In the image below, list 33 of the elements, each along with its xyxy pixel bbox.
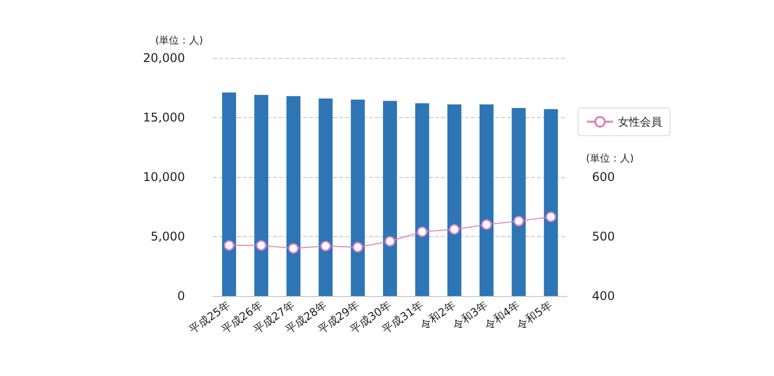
- point: [352, 242, 364, 252]
- point: [320, 240, 331, 252]
- legend-label: 女性会員: [618, 115, 662, 128]
- y-axis-title: (単位：人): [155, 34, 204, 46]
- bar: [222, 92, 236, 296]
- y2-tick-label: 500: [592, 230, 615, 244]
- y-tick-label: 15,000: [143, 110, 185, 124]
- bar: [512, 108, 526, 296]
- y-tick-label: 0: [177, 289, 185, 303]
- bar: [544, 109, 558, 296]
- y-tick-label: 5,000: [150, 230, 185, 244]
- bar: [415, 103, 430, 296]
- bar: [254, 94, 268, 296]
- bar: [318, 98, 333, 296]
- point: [384, 236, 396, 247]
- y2-tick-label: 600: [592, 170, 615, 184]
- point: [546, 212, 556, 222]
- y-tick-label: 20,000: [143, 51, 185, 65]
- point: [256, 240, 267, 251]
- y-tick-label: 10,000: [143, 170, 185, 184]
- point: [288, 243, 299, 254]
- bar: [350, 100, 365, 296]
- point: [481, 219, 492, 230]
- bar: [480, 104, 494, 296]
- point: [224, 240, 234, 251]
- bar: [286, 96, 300, 296]
- y2-tick-label: 400: [592, 289, 615, 303]
- bar: [383, 100, 397, 296]
- bar: [447, 104, 462, 296]
- point: [416, 226, 428, 237]
- point: [449, 224, 460, 235]
- y2-axis-title: (単位：人): [586, 152, 634, 164]
- point: [513, 216, 524, 226]
